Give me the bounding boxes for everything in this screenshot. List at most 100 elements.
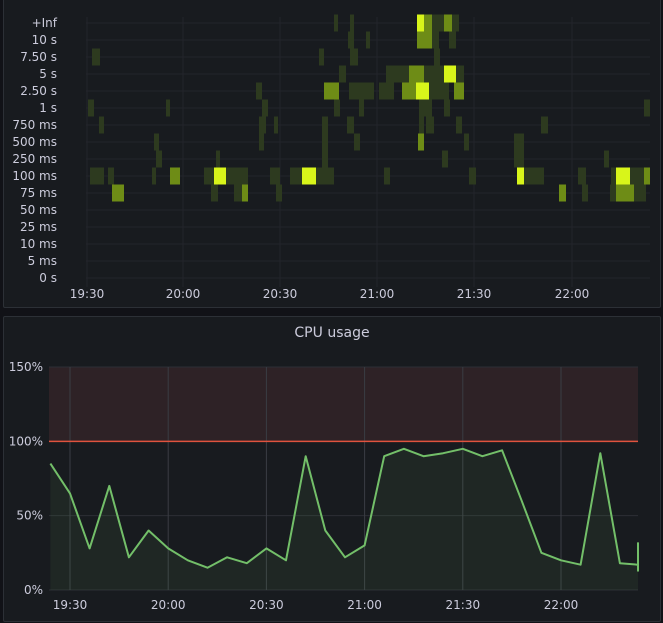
heatmap-cell: [644, 167, 650, 185]
x-tick-label: 19:30: [53, 598, 88, 612]
heatmap-cell: [386, 65, 399, 83]
x-tick-label: 21:30: [457, 287, 492, 301]
heatmap-cell: [419, 116, 424, 134]
heatmap-cell: [170, 167, 180, 185]
heatmap-cell: [464, 133, 469, 151]
heatmap-cell: [402, 82, 416, 100]
heatmap-cell: [262, 99, 268, 117]
heatmap-cell: [524, 167, 544, 185]
y-tick-label: 0%: [24, 583, 43, 597]
heatmap-cell: [417, 31, 432, 49]
heatmap-cell: [256, 82, 262, 100]
heatmap-cell: [541, 116, 548, 134]
heatmap-cell: [359, 99, 364, 117]
heatmap-cell: [419, 99, 432, 117]
heatmap-cell: [226, 167, 248, 185]
heatmap-cell: [154, 133, 159, 151]
y-bucket-label: 5 ms: [28, 254, 57, 268]
heatmap-cell: [616, 167, 630, 185]
heatmap-cell: [604, 150, 609, 168]
heatmap-cell: [630, 167, 644, 185]
heatmap-grid: [86, 17, 650, 287]
heatmap-cell: [156, 150, 162, 168]
y-tick-label: 100%: [9, 434, 43, 448]
heatmap-cell: [259, 116, 266, 134]
y-bucket-label: 2.50 s: [20, 84, 57, 98]
y-bucket-label: 25 ms: [20, 220, 57, 234]
heatmap-cell: [204, 167, 214, 185]
heatmap-cell: [339, 65, 346, 83]
heatmap-cell: [350, 48, 358, 66]
heatmap-cell: [514, 133, 524, 151]
y-bucket-label: 5 s: [39, 67, 57, 81]
y-bucket-label: 50 ms: [20, 203, 57, 217]
x-tick-label: 20:30: [263, 287, 298, 301]
y-bucket-label: 1 s: [39, 101, 57, 115]
heatmap-cell: [582, 184, 588, 202]
heatmap-cell: [514, 150, 524, 168]
heatmap-cell: [347, 116, 354, 134]
heatmap-cell: [90, 167, 104, 185]
heatmap-cell: [416, 82, 429, 100]
heatmap-cell: [242, 184, 248, 202]
heatmap-cell: [379, 82, 394, 100]
x-tick-label: 20:00: [166, 287, 201, 301]
heatmap-cell: [316, 167, 334, 185]
heatmap-cell: [644, 99, 650, 117]
heatmap-cell: [322, 133, 328, 151]
heatmap-cell: [578, 167, 586, 185]
heatmap-cell: [384, 167, 390, 185]
heatmap-cell: [270, 167, 280, 185]
heatmap-cell: [409, 65, 424, 83]
heatmap-cell: [366, 31, 370, 49]
x-tick-label: 21:00: [347, 598, 382, 612]
heatmap-panel: 0 s 5 ms 10 ms 25 ms 50 ms 75 ms 100 ms 250 ms 5…: [3, 0, 661, 308]
heatmap-cell: [88, 99, 94, 117]
y-tick-label: 50%: [16, 509, 43, 523]
heatmap-cell: [432, 31, 439, 49]
y-tick-label: 150%: [9, 360, 43, 374]
y-bucket-label: 250 ms: [12, 152, 57, 166]
heatmap-cell: [274, 116, 278, 134]
heatmap-cell: [259, 133, 264, 151]
heatmap-cell: [456, 65, 464, 83]
heatmap-cell: [417, 14, 424, 32]
heatmap-cell: [424, 65, 444, 83]
heatmap-cell: [444, 99, 450, 117]
heatmap-cell: [166, 99, 170, 117]
y-bucket-label: 75 ms: [20, 186, 57, 200]
heatmap-cell: [434, 48, 440, 66]
x-tick-label: 19:30: [70, 287, 105, 301]
heatmap-cell: [216, 150, 220, 168]
y-bucket-label: 750 ms: [12, 118, 57, 132]
heatmap-cell: [290, 167, 302, 185]
heatmap-cell: [322, 116, 328, 134]
heatmap-cell: [319, 48, 324, 66]
y-bucket-label: 100 ms: [12, 169, 57, 183]
heatmap-cell: [152, 167, 156, 185]
x-tick-label: 21:30: [446, 598, 481, 612]
heatmap-cell: [99, 116, 104, 134]
heatmap-cell: [610, 184, 616, 202]
y-bucket-label: 0 s: [39, 271, 57, 285]
heatmap-cell: [108, 167, 114, 185]
heatmap-cell: [302, 167, 316, 185]
y-bucket-label: +Inf: [32, 16, 58, 30]
heatmap-cell: [354, 133, 360, 151]
y-bucket-label: 10 s: [32, 33, 57, 47]
heatmap-cell: [444, 14, 452, 32]
heatmap-cell: [399, 65, 409, 83]
y-bucket-label: 10 ms: [20, 237, 57, 251]
heatmap-cell: [349, 82, 374, 100]
series-line: [49, 447, 639, 572]
heatmap-cell: [211, 184, 218, 202]
x-tick-label: 22:00: [544, 598, 579, 612]
cpu-usage-chart: 0% 50% 100% 150% 19:30 20:00 20:30 21:00 21:30 22…: [9, 360, 639, 612]
heatmap-cell: [442, 150, 448, 168]
heatmap-cell: [444, 65, 456, 83]
heatmap-cell: [454, 82, 464, 100]
heatmap-cell: [611, 167, 616, 185]
heatmap-cells: [88, 14, 650, 202]
heatmap-cell: [559, 184, 566, 202]
heatmap-cell: [449, 31, 456, 49]
